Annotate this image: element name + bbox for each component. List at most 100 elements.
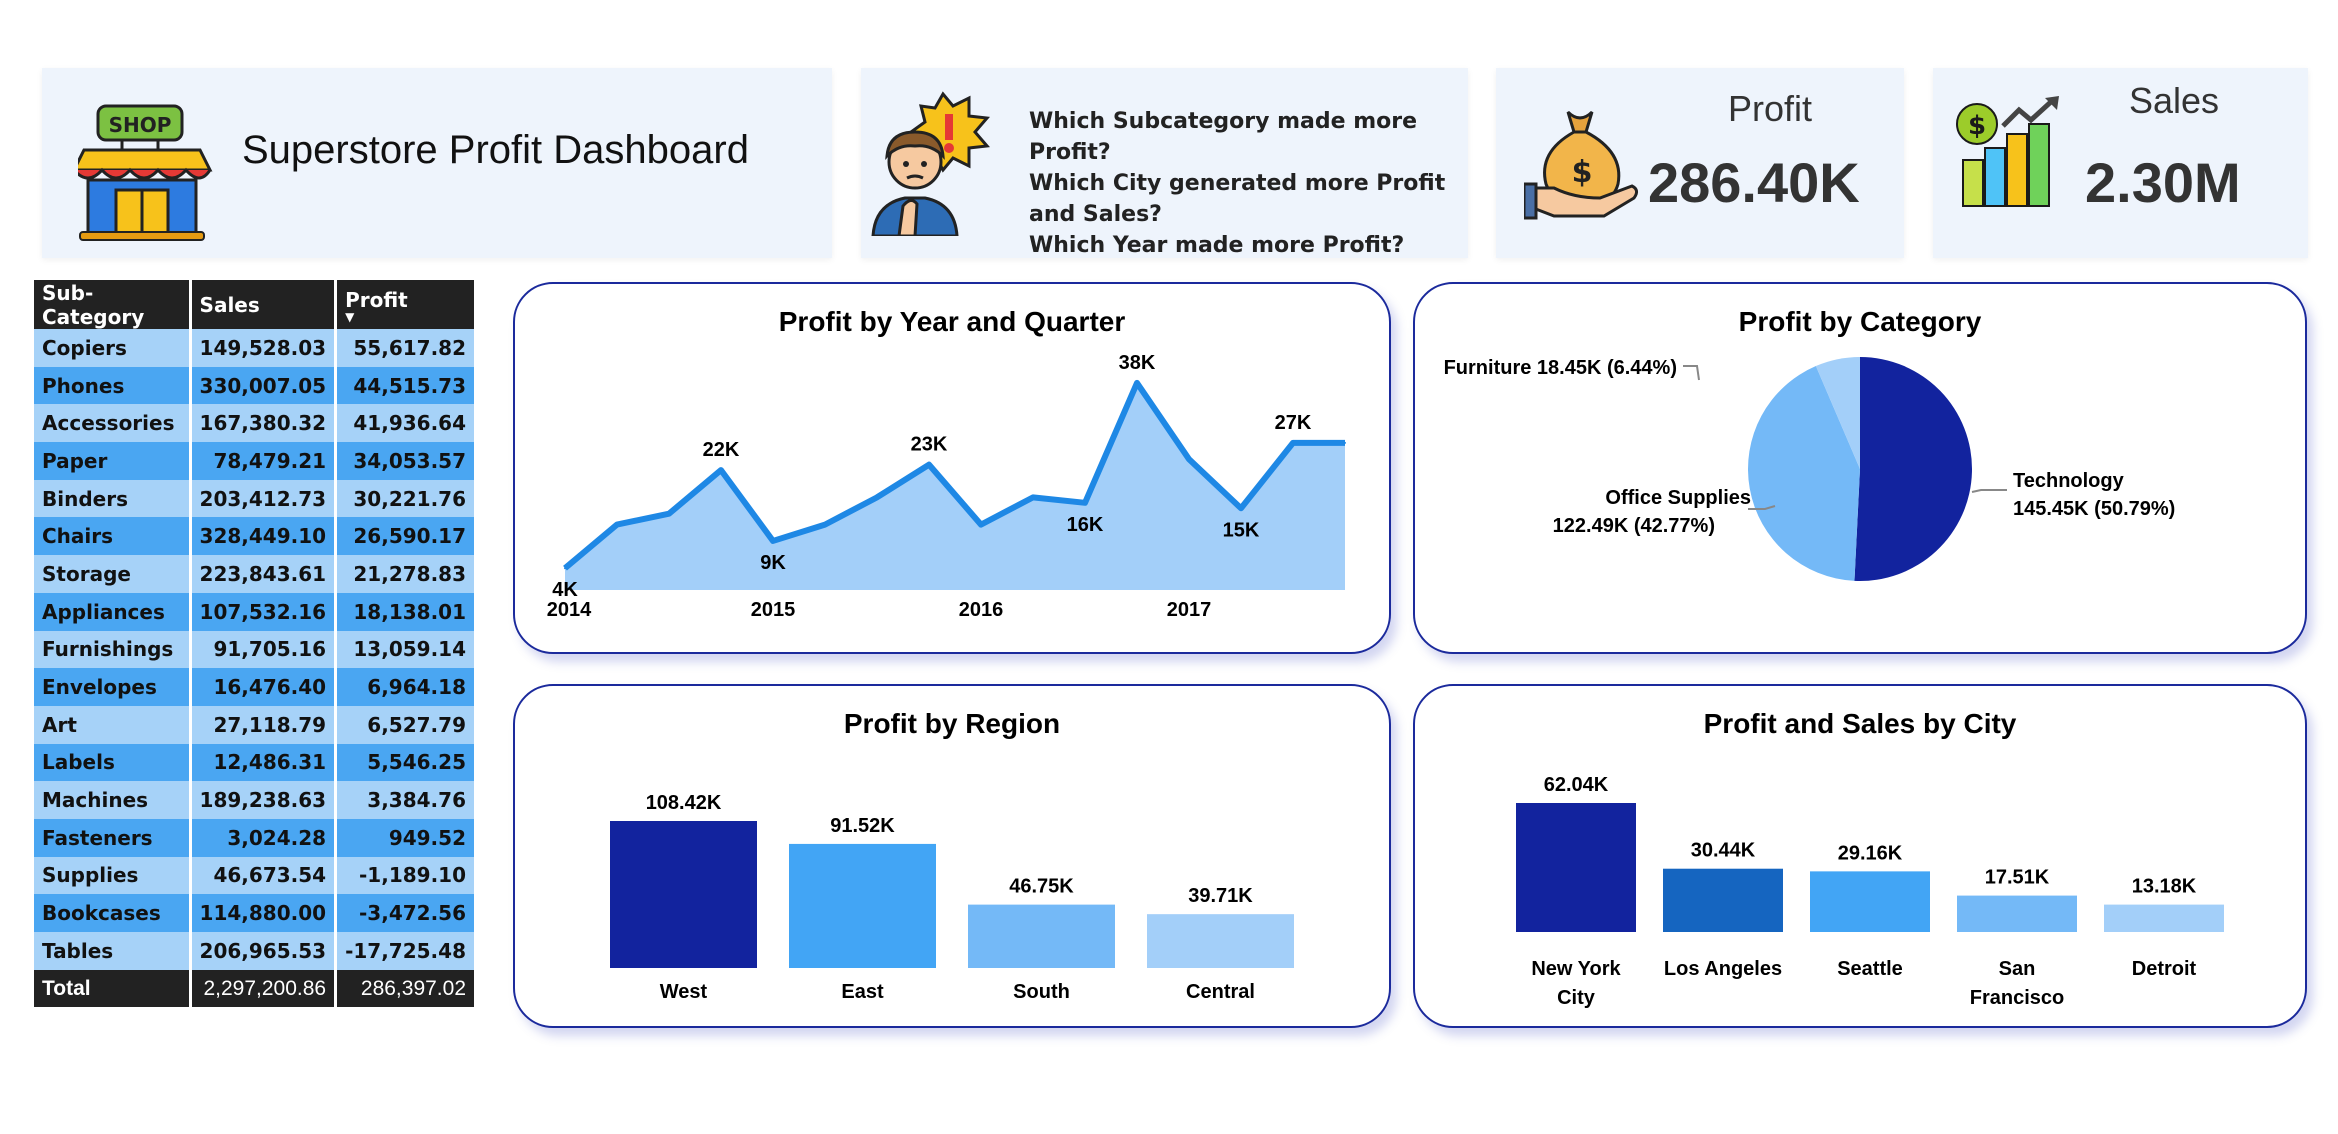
bar-value-label: 108.42K: [646, 792, 722, 814]
cell-profit: -3,472.56: [335, 894, 474, 932]
svg-text:$: $: [1968, 111, 1986, 141]
subcategory-table: Sub-Category Sales Profit ▼ Copiers 149,52…: [34, 280, 474, 1008]
table-row[interactable]: Fasteners 3,024.28 949.52: [34, 818, 474, 857]
profit-by-region-panel: Profit by Region 108.42K West 91.52K East 46…: [513, 684, 1391, 1028]
data-point: [876, 496, 878, 499]
table-row[interactable]: Binders 203,412.73 30,221.76: [34, 479, 474, 518]
sort-desc-icon: ▼: [345, 309, 355, 324]
cell-sales: 3,024.28: [190, 818, 338, 857]
cell-subcategory: Paper: [34, 442, 192, 480]
total-label: Total: [34, 969, 192, 1008]
cell-profit: 55,617.82: [335, 329, 474, 367]
x-tick-label: 2016: [959, 599, 1004, 621]
cell-profit: 26,590.17: [335, 517, 474, 556]
column-header-sales[interactable]: Sales: [190, 280, 338, 329]
table-row[interactable]: Machines 189,238.63 3,384.76: [34, 781, 474, 819]
data-point: [1344, 441, 1346, 444]
cell-profit: 6,964.18: [335, 668, 474, 706]
cell-sales: 114,880.00: [190, 894, 338, 932]
cell-profit: 6,527.79: [335, 705, 474, 744]
profit-by-year-quarter-chart: Profit by Year and Quarter 4K 22K 9K 23K 16K…: [547, 306, 1346, 621]
cell-subcategory: Labels: [34, 743, 192, 782]
category-label: Los Angeles: [1664, 958, 1782, 980]
questions-list: Which Subcategory made more Profit? Whic…: [1029, 106, 1459, 261]
leader-line: [1748, 505, 1776, 510]
column-header-profit[interactable]: Profit ▼: [335, 280, 474, 329]
bar: [789, 843, 936, 968]
bar-value-label: 13.18K: [2132, 876, 2197, 898]
data-label: 15K: [1223, 519, 1260, 541]
sales-chart-icon: $: [1956, 96, 2059, 207]
x-tick-label: 2014: [547, 599, 592, 621]
cell-sales: 27,118.79: [190, 705, 338, 744]
table-row[interactable]: Supplies 46,673.54 -1,189.10: [34, 856, 474, 895]
bar-value-label: 30.44K: [1691, 840, 1756, 862]
bar: [968, 904, 1115, 968]
table-row[interactable]: Storage 223,843.61 21,278.83: [34, 555, 474, 593]
category-label: West: [660, 981, 708, 1003]
cell-profit: 34,053.57: [335, 442, 474, 480]
cell-sales: 46,673.54: [190, 856, 338, 895]
bar-value-label: 62.04K: [1544, 774, 1609, 796]
dashboard-title: Superstore Profit Dashboard: [242, 128, 749, 172]
profit-by-region-chart: Profit by Region 108.42K West 91.52K East 46…: [610, 708, 1294, 1003]
cell-sales: 223,843.61: [190, 555, 338, 593]
pie-slice: [1854, 357, 1972, 581]
bar-value-label: 39.71K: [1188, 885, 1253, 907]
data-point: [720, 469, 722, 472]
table-row[interactable]: Paper 78,479.21 34,053.57: [34, 442, 474, 480]
data-point: [824, 523, 826, 526]
data-label: 23K: [911, 434, 948, 456]
table-row[interactable]: Labels 12,486.31 5,546.25: [34, 743, 474, 782]
cell-subcategory: Chairs: [34, 517, 192, 556]
questions-card: Which Subcategory made more Profit? Whic…: [861, 68, 1468, 258]
table-row[interactable]: Chairs 328,449.10 26,590.17: [34, 517, 474, 556]
table-row[interactable]: Tables 206,965.53 -17,725.48: [34, 932, 474, 970]
profit-kpi-value: 286.40K: [1648, 151, 1860, 214]
cell-subcategory: Appliances: [34, 592, 192, 631]
data-point: [928, 463, 930, 466]
question-2: Which City generated more Profit and Sal…: [1029, 171, 1446, 227]
cell-subcategory: Fasteners: [34, 818, 192, 857]
column-header-subcategory[interactable]: Sub-Category: [34, 280, 192, 329]
profit-sales-by-city-chart: Profit and Sales by City 62.04K New York C…: [1516, 708, 2224, 1009]
cell-profit: 30,221.76: [335, 479, 474, 518]
series-line: [563, 379, 1345, 571]
pie-slice: [1748, 366, 1860, 581]
cell-sales: 16,476.40: [190, 668, 338, 706]
data-point: [980, 523, 982, 526]
bar: [2104, 904, 2224, 932]
slice-detail: 145.45K (50.79%): [2013, 498, 2175, 520]
table-row[interactable]: Accessories 167,380.32 41,936.64: [34, 404, 474, 443]
table-total-row: Total 2,297,200.86 286,397.02: [34, 969, 474, 1008]
table-row[interactable]: Bookcases 114,880.00 -3,472.56: [34, 894, 474, 932]
category-label: City: [1557, 987, 1596, 1009]
cell-sales: 328,449.10: [190, 517, 338, 556]
data-point: [564, 567, 566, 570]
data-point: [1136, 381, 1138, 384]
bar: [1810, 871, 1930, 932]
table-row[interactable]: Furnishings 91,705.16 13,059.14: [34, 630, 474, 669]
x-tick-label: 2015: [751, 599, 796, 621]
sales-kpi-label: Sales: [2129, 80, 2220, 121]
bar: [1147, 914, 1294, 968]
table-row[interactable]: Appliances 107,532.16 18,138.01: [34, 592, 474, 631]
table-row[interactable]: Envelopes 16,476.40 6,964.18: [34, 668, 474, 706]
bar-value-label: 29.16K: [1838, 842, 1903, 864]
data-point: [1032, 496, 1034, 499]
cell-profit: 18,138.01: [335, 592, 474, 631]
profit-by-category-panel: Profit by Category Technology 145.45K (50…: [1413, 282, 2307, 654]
column-header-profit-label: Profit: [345, 287, 408, 312]
title-card: SHOP Superstore Profit Dashboard: [42, 68, 832, 258]
table-row[interactable]: Copiers 149,528.03 55,617.82: [34, 329, 474, 367]
slice-label: Technology: [2013, 470, 2125, 492]
bar-value-label: 17.51K: [1985, 867, 2050, 889]
cell-sales: 206,965.53: [190, 932, 338, 970]
table-row[interactable]: Phones 330,007.05 44,515.73: [34, 366, 474, 405]
cell-profit: 41,936.64: [335, 404, 474, 443]
total-profit: 286,397.02: [335, 969, 474, 1008]
area-fill: [565, 382, 1345, 590]
profit-by-year-quarter-panel: Profit by Year and Quarter 4K 22K 9K 23K 16K…: [513, 282, 1391, 654]
table-row[interactable]: Art 27,118.79 6,527.79: [34, 705, 474, 744]
shop-icon: SHOP: [78, 104, 213, 241]
